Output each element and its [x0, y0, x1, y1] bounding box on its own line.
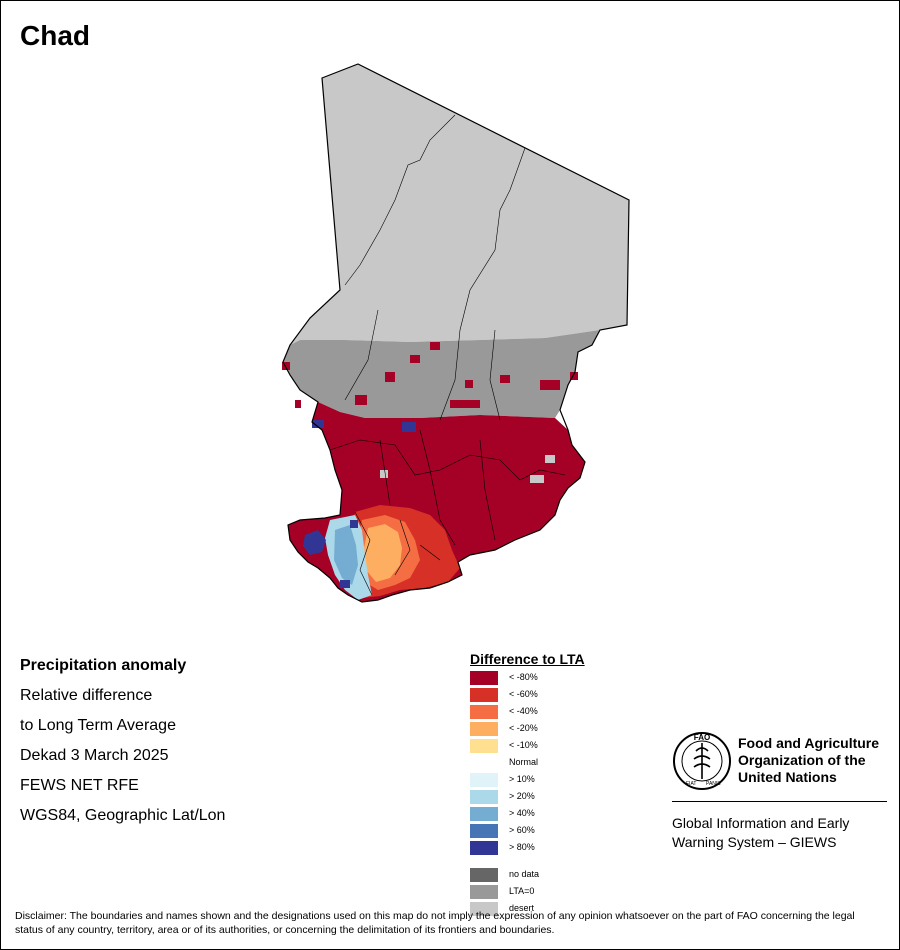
dry-cell — [410, 355, 420, 363]
wet-cell — [402, 422, 416, 432]
legend-label: < -10% — [509, 740, 538, 750]
giews-line: Warning System – GIEWS — [672, 834, 837, 850]
chad-anomaly-map — [282, 63, 630, 603]
legend-swatch — [470, 705, 498, 719]
dry-cell — [450, 400, 480, 408]
info-projection: WGS84, Geographic Lat/Lon — [20, 807, 226, 824]
wet-moderate-zone — [334, 525, 358, 585]
legend-swatch — [470, 671, 498, 685]
giews-name: Global Information and Early Warning Sys… — [672, 814, 849, 852]
fao-org-line: Food and Agriculture — [738, 735, 880, 751]
wet-cell — [312, 420, 324, 428]
light-orange-dry-zone — [364, 524, 402, 582]
dry-cell — [430, 342, 440, 350]
legend-label: > 60% — [509, 825, 535, 835]
info-line-1: Relative difference — [20, 687, 153, 704]
info-source: FEWS NET RFE — [20, 777, 139, 794]
legend-swatch — [470, 868, 498, 882]
legend-swatch — [470, 790, 498, 804]
fao-logo-motto-right: PANIS — [706, 781, 721, 787]
lta-zero-zone — [283, 330, 600, 418]
dry-cell — [540, 380, 560, 390]
fao-org-name: Food and Agriculture Organization of the… — [738, 735, 879, 786]
info-line-2: to Long Term Average — [20, 717, 176, 734]
fao-org-line: Organization of the — [738, 752, 866, 768]
legend-swatch — [470, 756, 498, 770]
legend-label: no data — [509, 869, 540, 879]
fao-logo: FAO FIAT PANIS — [673, 732, 731, 790]
legend-title: Difference to LTA — [470, 651, 585, 667]
legend-swatch — [470, 824, 498, 838]
legend-label: > 80% — [509, 842, 535, 852]
info-period: Dekad 3 March 2025 — [20, 747, 169, 764]
legend-label: < -20% — [509, 723, 538, 733]
legend-swatch — [470, 739, 498, 753]
legend-label: < -80% — [509, 672, 538, 682]
fao-logo-text: FAO — [694, 733, 710, 742]
dry-cell — [355, 395, 367, 405]
desert-pocket — [530, 475, 544, 483]
dry-cell — [465, 380, 473, 388]
desert-pocket — [380, 470, 388, 478]
info-heading: Precipitation anomaly — [20, 657, 187, 674]
wet-strong-zone — [303, 530, 326, 555]
desert-pocket — [545, 455, 555, 463]
disclaimer: Disclaimer: The boundaries and names sho… — [15, 910, 855, 936]
legend-label: Normal — [509, 757, 539, 767]
legend-label: LTA=0 — [509, 886, 535, 896]
legend-label: > 20% — [509, 791, 535, 801]
map-title: Chad — [20, 20, 90, 51]
desert-zone — [290, 64, 629, 345]
legend-swatch — [470, 807, 498, 821]
legend-swatch — [470, 841, 498, 855]
dry-cell — [295, 400, 301, 408]
dry-cell — [385, 372, 395, 382]
dry-cell — [570, 372, 578, 380]
legend-swatch — [470, 902, 498, 916]
region-boundaries — [329, 114, 566, 596]
country-outline — [282, 63, 630, 603]
legend-swatch — [470, 722, 498, 736]
legend-swatch — [470, 688, 498, 702]
dry-cell — [500, 375, 510, 383]
legend-label: > 40% — [509, 808, 535, 818]
fao-logo-motto-left: FIAT — [686, 781, 696, 787]
giews-line: Global Information and Early — [672, 815, 850, 831]
legend-label: > 10% — [509, 774, 535, 784]
legend-swatch — [470, 773, 498, 787]
legend-label: < -60% — [509, 689, 538, 699]
fao-org-line: United Nations — [738, 769, 837, 785]
wet-cell — [350, 520, 358, 528]
fao-divider — [672, 801, 887, 802]
legend-label: < -40% — [509, 706, 538, 716]
wet-cell — [340, 580, 350, 588]
legend-label: desert — [509, 903, 535, 913]
dry-cell — [282, 362, 290, 370]
map-info: Precipitation anomaly Relative differenc… — [20, 656, 225, 836]
legend: Difference to LTA < -80% < -60% < -40% < -2… — [470, 651, 585, 916]
legend-swatch — [470, 885, 498, 899]
